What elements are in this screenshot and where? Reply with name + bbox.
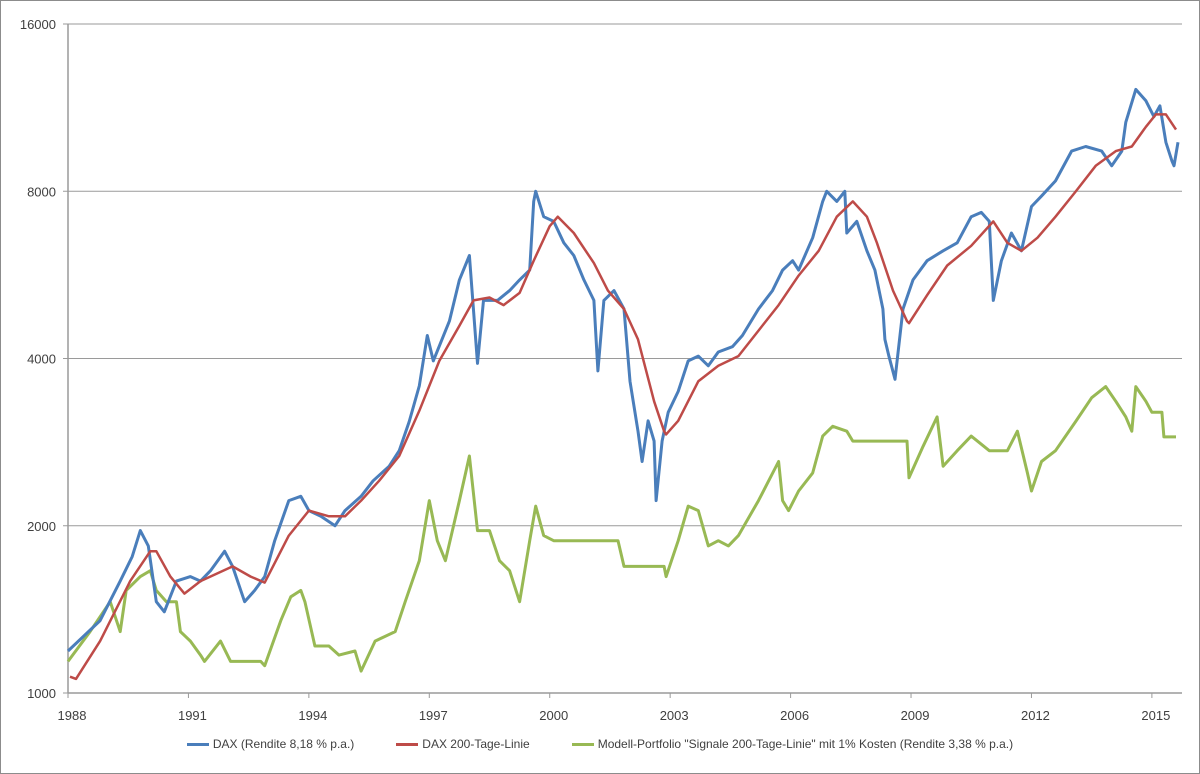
legend-item-dax-200: DAX 200-Tage-Linie (396, 737, 530, 751)
x-tick-label: 2000 (539, 708, 568, 723)
legend-swatch-model-portfolio (571, 742, 594, 746)
x-tick-label: 2009 (901, 708, 930, 723)
legend-item-dax: DAX (Rendite 8,18 % p.a.) (186, 737, 355, 751)
legend-label-model-portfolio: Modell-Portfolio "Signale 200-Tage-Linie… (597, 737, 1014, 751)
gridlines (68, 23, 1182, 527)
x-tick-label: 1991 (178, 708, 207, 723)
legend-swatch-dax-200 (396, 742, 419, 746)
y-tick-label: 2000 (27, 519, 56, 534)
x-tick-label: 2012 (1021, 708, 1050, 723)
model-portfolio-line (66, 385, 1176, 673)
y-tick-label: 8000 (27, 184, 56, 199)
legend-swatch-dax (186, 742, 209, 746)
x-tick-label: 2003 (660, 708, 689, 723)
x-tick-label: 1994 (298, 708, 327, 723)
series-lines (66, 87, 1180, 681)
dax-200-tage-line (69, 113, 1178, 681)
axes: 1000 2000 4000 8000 16000 1988 1991 1994 1997 200… (20, 17, 1182, 723)
legend-label-dax-200: DAX 200-Tage-Linie (422, 737, 530, 751)
y-tick-label: 4000 (27, 352, 56, 367)
x-tick-label: 2015 (1141, 708, 1170, 723)
legend-label-dax: DAX (Rendite 8,18 % p.a.) (212, 737, 355, 751)
x-tick-label: 1988 (58, 708, 87, 723)
y-tick-label: 16000 (20, 17, 56, 32)
legend: DAX (Rendite 8,18 % p.a.) DAX 200-Tage-L… (1, 737, 1199, 751)
x-tick-label: 1997 (419, 708, 448, 723)
dax-line (66, 87, 1180, 653)
legend-item-model-portfolio: Modell-Portfolio "Signale 200-Tage-Linie… (571, 737, 1014, 751)
x-tick-label: 2006 (780, 708, 809, 723)
y-tick-label: 1000 (27, 686, 56, 701)
